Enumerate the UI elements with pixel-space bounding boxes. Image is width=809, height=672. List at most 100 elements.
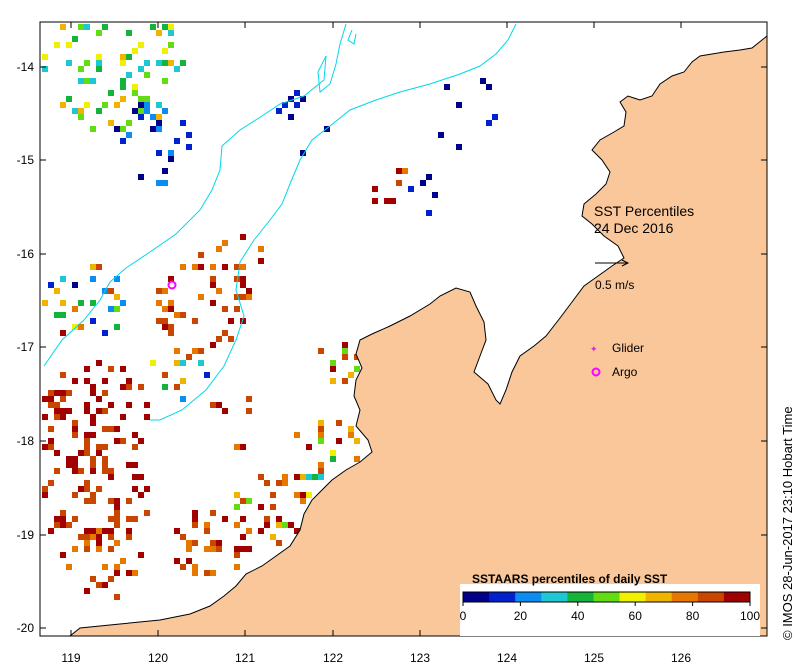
sst-pixel xyxy=(78,450,84,456)
sst-pixel xyxy=(192,348,198,354)
sst-pixel xyxy=(66,408,72,414)
sst-pixel xyxy=(102,390,108,396)
sst-pixel xyxy=(114,594,120,600)
sst-pixel xyxy=(90,390,96,396)
colorbar-title: SSTAARS percentiles of daily SST xyxy=(472,572,668,586)
sst-pixel xyxy=(84,450,90,456)
sst-pixel xyxy=(144,108,150,114)
sst-pixel xyxy=(108,120,114,126)
sst-pixel xyxy=(282,480,288,486)
sst-pixel xyxy=(138,552,144,558)
sst-pixel xyxy=(126,120,132,126)
sst-pixel xyxy=(102,408,108,414)
sst-pixel xyxy=(102,444,108,450)
sst-pixel xyxy=(150,24,156,30)
sst-pixel xyxy=(132,474,138,480)
velocity-scale: 0.5 m/s xyxy=(595,259,634,292)
sst-pixel xyxy=(174,360,180,366)
sst-pixel xyxy=(162,318,168,324)
sst-pixel xyxy=(78,66,84,72)
sst-pixel xyxy=(150,126,156,132)
sst-pixel xyxy=(270,492,276,498)
sst-pixel xyxy=(300,492,306,498)
sst-pixel xyxy=(156,114,162,120)
sst-pixel xyxy=(372,198,378,204)
sst-pixel xyxy=(114,426,120,432)
sst-pixel xyxy=(168,42,174,48)
sst-pixel xyxy=(162,78,168,84)
sst-pixel xyxy=(258,474,264,480)
sst-pixel xyxy=(66,42,72,48)
colorbar-cell xyxy=(515,592,542,602)
colorbar-tick-label: 80 xyxy=(686,609,700,623)
sst-pixel xyxy=(60,516,66,522)
sst-pixel xyxy=(54,390,60,396)
sst-pixel xyxy=(78,114,84,120)
sst-pixel xyxy=(192,516,198,522)
shelf-contour xyxy=(150,23,517,421)
sst-pixel xyxy=(138,474,144,480)
sst-pixel xyxy=(114,276,120,282)
sst-pixel xyxy=(306,444,312,450)
sst-pixel xyxy=(300,96,306,102)
sst-pixel xyxy=(168,156,174,162)
sst-pixel xyxy=(72,462,78,468)
sst-pixel xyxy=(96,54,102,60)
sst-pixel xyxy=(372,186,378,192)
sst-pixel xyxy=(156,102,162,108)
sst-pixel xyxy=(300,150,306,156)
sst-pixel xyxy=(66,456,72,462)
sst-pixel xyxy=(204,522,210,528)
sst-pixel xyxy=(156,126,162,132)
sst-pixel xyxy=(258,258,264,264)
shelf-contours xyxy=(43,23,517,421)
sst-pixel xyxy=(432,192,438,198)
sst-pixel xyxy=(120,414,126,420)
colorbar-tick-label: 40 xyxy=(571,609,585,623)
sst-pixel xyxy=(156,60,162,66)
sst-pixel xyxy=(90,456,96,462)
sst-pixel xyxy=(120,438,126,444)
sst-pixel xyxy=(192,540,198,546)
sst-pixel xyxy=(258,528,264,534)
sst-pixel xyxy=(222,516,228,522)
sst-pixel xyxy=(234,444,240,450)
sst-pixel xyxy=(132,90,138,96)
sst-pixel xyxy=(54,42,60,48)
sst-pixel xyxy=(78,468,84,474)
sst-pixel xyxy=(186,144,192,150)
sst-pixel xyxy=(84,402,90,408)
sst-pixel xyxy=(288,114,294,120)
sst-pixel xyxy=(438,132,444,138)
sst-pixel xyxy=(168,324,174,330)
sst-pixel xyxy=(120,54,126,60)
sst-pixel xyxy=(84,546,90,552)
sst-pixel xyxy=(246,294,252,300)
sst-pixel xyxy=(90,432,96,438)
lon-tick-label: 120 xyxy=(148,651,168,665)
sst-pixel xyxy=(90,414,96,420)
argo-label: Argo xyxy=(612,365,638,379)
sst-pixel xyxy=(222,306,228,312)
sst-pixel xyxy=(72,282,78,288)
sst-pixel xyxy=(276,516,282,522)
colorbar-tick-label: 0 xyxy=(460,609,467,623)
lon-tick-label: 125 xyxy=(584,651,604,665)
sst-pixel xyxy=(444,84,450,90)
sst-pixel xyxy=(114,510,120,516)
plot-frame xyxy=(39,21,768,637)
sst-pixel xyxy=(180,534,186,540)
sst-pixel xyxy=(72,432,78,438)
sst-pixel xyxy=(48,402,54,408)
lon-tick-label: 122 xyxy=(323,651,343,665)
sst-pixel xyxy=(216,402,222,408)
sst-pixel xyxy=(456,102,462,108)
sst-pixel xyxy=(216,288,222,294)
sst-pixel xyxy=(210,402,216,408)
sst-pixel xyxy=(210,276,216,282)
sst-pixel xyxy=(42,66,48,72)
sst-pixel xyxy=(228,336,234,342)
sst-pixel xyxy=(402,168,408,174)
sst-pixel xyxy=(222,264,228,270)
